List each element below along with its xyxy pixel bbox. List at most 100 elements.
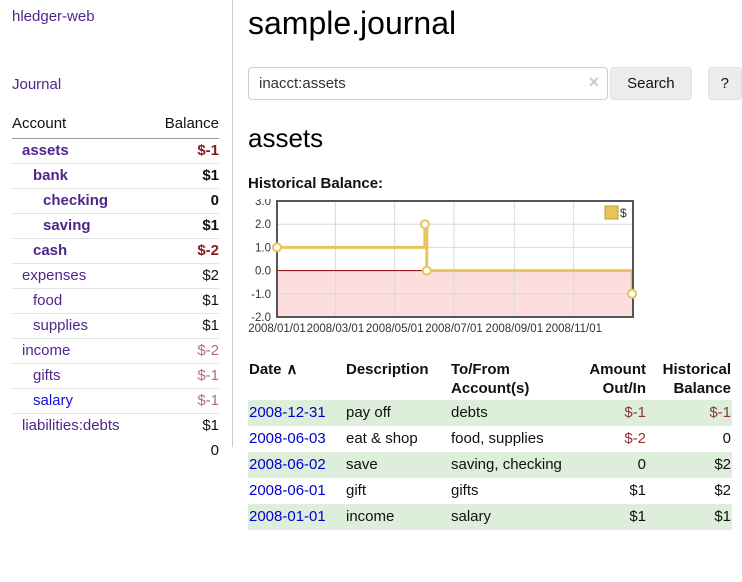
register-balance-cell: $2 — [714, 482, 731, 499]
account-balance-cell: $-1 — [149, 388, 219, 414]
account-row: salary $-1 — [12, 388, 219, 414]
sidebar-account-link[interactable]: bank — [33, 167, 69, 184]
accounts-total-spacer — [12, 438, 150, 464]
register-accounts-cell: saving, checking — [451, 456, 562, 473]
account-row: expenses $2 — [12, 263, 219, 289]
register-accounts-cell: debts — [451, 404, 488, 421]
x-tick-label: 2008/09/01 — [486, 323, 544, 335]
sidebar-account-link[interactable]: food — [33, 292, 63, 309]
account-balance-cell: $-2 — [149, 238, 219, 264]
account-name-cell: expenses — [12, 263, 150, 289]
register-row: 2008-06-02 save saving, checking 0 $2 — [248, 452, 732, 478]
journal-link[interactable]: Journal — [12, 76, 62, 93]
account-row: income $-2 — [12, 338, 219, 364]
account-balance-value: $2 — [202, 267, 219, 284]
account-row: gifts $-1 — [12, 363, 219, 389]
account-balance-value: $-1 — [197, 142, 219, 159]
register-description-cell: gift — [346, 482, 367, 499]
account-name-cell: supplies — [12, 313, 150, 339]
sidebar-account-link[interactable]: supplies — [33, 317, 89, 334]
transaction-date-link[interactable]: 2008-06-03 — [249, 430, 326, 447]
register-balance-cell: $-1 — [709, 404, 731, 421]
sidebar-account-link[interactable]: checking — [43, 192, 109, 209]
accounts-header-row: Account Balance — [12, 115, 219, 139]
register-amount-cell: $1 — [629, 508, 646, 525]
sidebar-account-link[interactable]: income — [22, 342, 71, 359]
accounts-table: Account Balance assets $-1 bank $1 checking 0… — [12, 115, 219, 464]
account-balance-value: $1 — [202, 317, 219, 334]
account-balance-cell: $1 — [149, 163, 219, 189]
account-row: checking 0 — [12, 188, 219, 214]
journal-nav: Journal — [12, 76, 219, 94]
main-content: sample.journal × Search ? assets Histori… — [233, 0, 742, 530]
x-tick-label: 2008/05/01 — [366, 323, 424, 335]
sidebar: hledger-web Journal Account Balance asse… — [0, 0, 233, 459]
historical-balance-chart: $3.0 2.0 1.0 0.0 -1.0 -2.0 2008/01/01 2008/03/0… — [244, 199, 742, 341]
account-balance-cell: $-1 — [150, 139, 219, 164]
account-name-cell: cash — [12, 238, 150, 264]
register-balance-cell: $1 — [714, 508, 731, 525]
register-header-amount: Amount Out/In — [589, 361, 646, 397]
account-row: cash $-2 — [12, 238, 219, 264]
account-balance-cell: 0 — [149, 188, 219, 214]
account-balance-value: $-1 — [197, 392, 219, 409]
account-balance-cell: $1 — [149, 413, 219, 438]
account-name-cell: liabilities:debts — [12, 413, 150, 438]
y-tick-label: 3.0 — [255, 199, 271, 208]
account-balance-value: $-2 — [197, 242, 219, 259]
register-row: 2008-01-01 income salary $1 $1 — [248, 504, 732, 530]
search-input-wrap: × — [248, 67, 609, 100]
sidebar-account-link[interactable]: liabilities:debts — [22, 417, 120, 434]
register-table: Date ∧ Description To/From Account(s) Amo… — [248, 358, 732, 530]
sidebar-account-link[interactable]: cash — [33, 242, 68, 259]
data-point-marker — [627, 288, 638, 299]
account-row: assets $-1 — [12, 139, 219, 164]
account-row: liabilities:debts $1 — [12, 413, 219, 438]
account-name-cell: income — [12, 338, 150, 364]
search-button[interactable]: Search — [610, 67, 692, 100]
transaction-date-link[interactable]: 2008-12-31 — [249, 404, 326, 421]
register-row: 2008-12-31 pay off debts $-1 $-1 — [248, 400, 732, 426]
accounts-total-value: 0 — [210, 442, 219, 459]
page-title: sample.journal — [248, 5, 457, 41]
legend-swatch — [604, 205, 619, 220]
register-balance-cell: 0 — [722, 430, 731, 447]
account-balance-cell: $-1 — [149, 363, 219, 389]
x-tick-label: 2008/03/01 — [307, 323, 365, 335]
account-balance-value: $-1 — [197, 367, 219, 384]
sidebar-account-link[interactable]: salary — [33, 392, 74, 409]
account-row: food $1 — [12, 288, 219, 314]
data-point-marker — [419, 219, 430, 230]
app-title: hledger-web — [12, 8, 219, 26]
register-accounts-cell: food, supplies — [451, 430, 544, 447]
register-row: 2008-06-03 eat & shop food, supplies $-2 0 — [248, 426, 732, 452]
sidebar-account-link[interactable]: saving — [43, 217, 91, 234]
register-date-cell: 2008-12-31 — [248, 400, 345, 426]
register-accounts-cell: salary — [451, 508, 492, 525]
sidebar-account-link[interactable]: expenses — [22, 267, 87, 284]
chart-title: Historical Balance: — [248, 175, 384, 192]
transaction-date-link[interactable]: 2008-06-02 — [249, 456, 326, 473]
register-balance-cell: $2 — [714, 456, 731, 473]
account-balance-value: $1 — [202, 217, 219, 234]
register-description-cell: pay off — [346, 404, 391, 421]
transaction-date-link[interactable]: 2008-06-01 — [249, 482, 326, 499]
sidebar-account-link[interactable]: assets — [22, 142, 69, 159]
register-row: 2008-06-01 gift gifts $1 $2 — [248, 478, 732, 504]
register-amount-cell: $-2 — [624, 430, 646, 447]
plot-border — [276, 200, 634, 318]
transaction-date-link[interactable]: 2008-01-01 — [249, 508, 326, 525]
help-button[interactable]: ? — [707, 67, 742, 100]
search-input[interactable] — [248, 67, 609, 100]
account-balance-value: $1 — [202, 417, 219, 434]
account-balance-value: $1 — [202, 292, 219, 309]
sidebar-account-link[interactable]: gifts — [33, 367, 61, 384]
register-header-date[interactable]: Date ∧ — [249, 361, 298, 378]
register-date-cell: 2008-01-01 — [248, 504, 345, 530]
register-header-accounts: To/From Account(s) — [451, 361, 530, 397]
clear-search-icon[interactable]: × — [588, 72, 600, 92]
x-tick-label: 2008/07/01 — [425, 323, 483, 335]
y-tick-label: -1.0 — [251, 289, 271, 301]
app-title-link[interactable]: hledger-web — [12, 8, 95, 25]
